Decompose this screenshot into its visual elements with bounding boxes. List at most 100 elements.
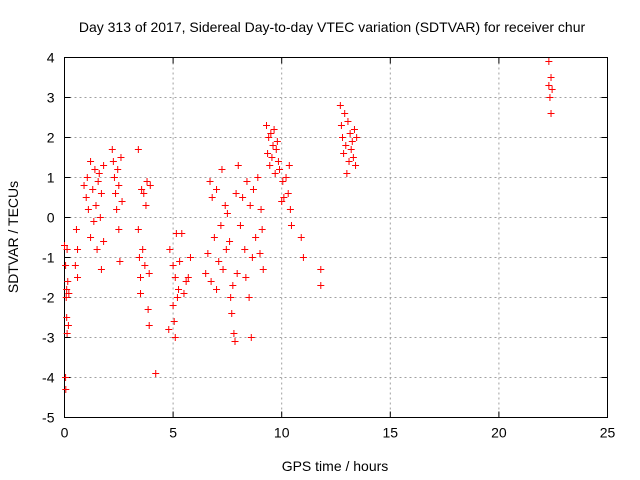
data-point — [545, 82, 553, 89]
y-tick-label: 0 — [47, 210, 55, 226]
data-point — [89, 186, 97, 193]
data-point — [352, 162, 360, 169]
chart-title: Day 313 of 2017, Sidereal Day-to-day VTE… — [79, 19, 586, 35]
data-point — [271, 170, 279, 177]
data-point — [317, 266, 325, 273]
data-point — [234, 162, 242, 169]
data-point — [112, 190, 120, 197]
data-point — [547, 110, 555, 117]
data-point — [221, 202, 229, 209]
data-point — [63, 246, 71, 253]
data-point — [61, 242, 68, 249]
data-point — [226, 238, 234, 245]
data-point — [170, 318, 178, 325]
data-point — [266, 162, 274, 169]
data-point — [115, 226, 123, 233]
data-point — [208, 194, 216, 201]
data-point — [63, 314, 71, 321]
data-point — [262, 122, 270, 129]
data-point — [182, 278, 190, 285]
data-point — [230, 330, 238, 337]
data-point — [65, 290, 73, 297]
data-point — [142, 202, 150, 209]
y-tick-label: -3 — [42, 330, 55, 346]
axis-ticks: 0 5 10 15 20 25 -5 -4 -3 -2 -1 0 1 2 3 4 — [42, 50, 615, 441]
data-point — [171, 274, 179, 281]
y-tick-label: 3 — [47, 90, 55, 106]
x-tick-label: 25 — [600, 425, 616, 441]
data-point — [254, 174, 262, 181]
data-point — [343, 170, 351, 177]
y-tick-label: 4 — [47, 50, 55, 66]
data-point — [64, 278, 72, 285]
data-point — [236, 222, 244, 229]
y-tick-label: -2 — [42, 290, 55, 306]
data-points — [61, 58, 556, 393]
data-point — [546, 94, 554, 101]
data-point — [62, 386, 70, 393]
data-point — [241, 246, 249, 253]
data-point — [141, 262, 149, 269]
data-point — [297, 234, 305, 241]
data-point — [166, 246, 174, 253]
x-tick-label: 0 — [61, 425, 69, 441]
data-point — [247, 334, 255, 341]
data-point — [256, 250, 264, 257]
data-point — [287, 222, 295, 229]
data-point — [140, 190, 148, 197]
data-point — [336, 102, 344, 109]
data-point — [548, 86, 556, 93]
data-point — [144, 306, 152, 313]
data-point — [217, 222, 225, 229]
data-point — [135, 254, 143, 261]
data-point — [82, 194, 90, 201]
data-point — [249, 186, 257, 193]
x-tick-label: 20 — [491, 425, 507, 441]
y-tick-label: 1 — [47, 170, 55, 186]
data-point — [344, 118, 352, 125]
data-point — [285, 162, 293, 169]
data-point — [95, 170, 103, 177]
data-point — [139, 246, 147, 253]
data-point — [345, 158, 353, 165]
data-point — [213, 286, 221, 293]
data-point — [228, 310, 236, 317]
data-point — [264, 150, 272, 157]
x-tick-label: 15 — [383, 425, 399, 441]
data-point — [340, 150, 348, 157]
data-point — [339, 134, 347, 141]
y-tick-label: 2 — [47, 130, 55, 146]
data-point — [282, 174, 290, 181]
data-point — [180, 290, 188, 297]
data-point — [248, 254, 256, 261]
data-point — [137, 274, 145, 281]
data-point — [115, 182, 123, 189]
data-point — [219, 266, 227, 273]
data-point — [64, 322, 72, 329]
data-point — [74, 246, 82, 253]
data-point — [227, 294, 235, 301]
data-point — [317, 282, 325, 289]
data-point — [348, 138, 356, 145]
data-point — [84, 206, 92, 213]
data-point — [273, 138, 281, 145]
data-point — [91, 166, 99, 173]
x-tick-label: 5 — [169, 425, 177, 441]
data-point — [110, 174, 118, 181]
data-point — [213, 186, 221, 193]
data-point — [74, 274, 82, 281]
data-point — [204, 250, 212, 257]
data-point — [547, 74, 555, 81]
data-point — [222, 246, 230, 253]
data-point — [109, 158, 117, 165]
data-point — [278, 198, 286, 205]
data-point — [117, 154, 125, 161]
data-point — [245, 294, 253, 301]
data-point — [173, 294, 181, 301]
data-point — [337, 122, 345, 129]
y-tick-label: -4 — [42, 370, 55, 386]
data-point — [231, 338, 239, 345]
data-point — [145, 270, 153, 277]
data-point — [93, 246, 101, 253]
data-point — [207, 278, 215, 285]
